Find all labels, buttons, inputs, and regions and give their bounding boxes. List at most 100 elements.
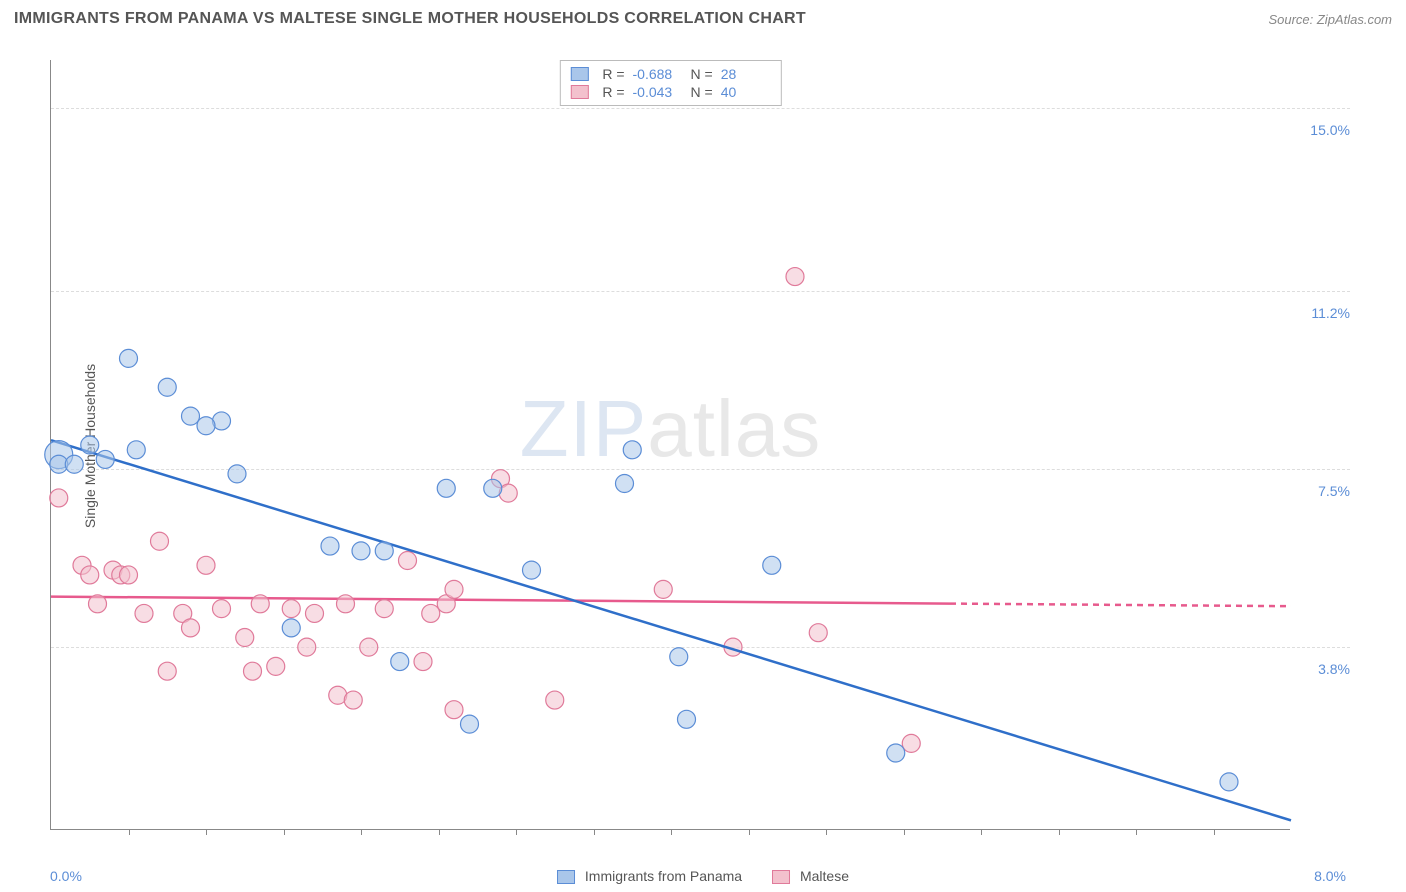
panama-data-point — [1220, 773, 1238, 791]
panama-n-value: 28 — [721, 66, 771, 82]
x-tick — [904, 829, 905, 835]
swatch-panama-icon — [557, 870, 575, 884]
maltese-data-point — [414, 653, 432, 671]
y-tick-label: 3.8% — [1318, 661, 1350, 677]
maltese-r-value: -0.043 — [633, 84, 683, 100]
panama-data-point — [484, 479, 502, 497]
panama-data-point — [158, 378, 176, 396]
source-attribution: Source: ZipAtlas.com — [1268, 12, 1392, 27]
y-tick-label: 15.0% — [1310, 122, 1350, 138]
maltese-data-point — [306, 604, 324, 622]
legend-item-panama: Immigrants from Panama — [557, 868, 742, 884]
x-tick — [1136, 829, 1137, 835]
maltese-data-point — [422, 604, 440, 622]
swatch-panama-icon — [570, 67, 588, 81]
x-tick — [129, 829, 130, 835]
x-tick — [439, 829, 440, 835]
maltese-data-point — [213, 600, 231, 618]
maltese-data-point — [546, 691, 564, 709]
panama-data-point — [321, 537, 339, 555]
x-tick — [1059, 829, 1060, 835]
maltese-data-point — [50, 489, 68, 507]
x-tick — [361, 829, 362, 835]
x-tick — [749, 829, 750, 835]
panama-data-point — [81, 436, 99, 454]
chart-title: IMMIGRANTS FROM PANAMA VS MALTESE SINGLE… — [14, 10, 806, 28]
panama-data-point — [623, 441, 641, 459]
maltese-data-point — [344, 691, 362, 709]
maltese-data-point — [81, 566, 99, 584]
series-legend: Immigrants from Panama Maltese — [557, 868, 849, 884]
maltese-data-point — [445, 580, 463, 598]
x-tick — [826, 829, 827, 835]
x-axis-max-label: 8.0% — [1314, 868, 1346, 884]
panama-data-point — [352, 542, 370, 560]
panama-data-point — [763, 556, 781, 574]
maltese-data-point — [120, 566, 138, 584]
maltese-data-point — [902, 734, 920, 752]
x-tick — [981, 829, 982, 835]
legend-row-maltese: R = -0.043 N = 40 — [570, 83, 770, 101]
panama-data-point — [616, 475, 634, 493]
panama-data-point — [375, 542, 393, 560]
panama-r-value: -0.688 — [633, 66, 683, 82]
panama-data-point — [887, 744, 905, 762]
plot-area: ZIPatlas 3.8%7.5%11.2%15.0% R = -0.688 N… — [50, 60, 1290, 830]
panama-data-point — [678, 710, 696, 728]
n-label: N = — [691, 84, 713, 100]
panama-data-point — [461, 715, 479, 733]
x-tick — [206, 829, 207, 835]
x-tick — [671, 829, 672, 835]
maltese-data-point — [298, 638, 316, 656]
r-label: R = — [602, 84, 624, 100]
x-axis-min-label: 0.0% — [50, 868, 82, 884]
maltese-data-point — [337, 595, 355, 613]
maltese-n-value: 40 — [721, 84, 771, 100]
maltese-data-point — [809, 624, 827, 642]
panama-data-point — [670, 648, 688, 666]
maltese-data-point — [375, 600, 393, 618]
legend-row-panama: R = -0.688 N = 28 — [570, 65, 770, 83]
maltese-data-point — [282, 600, 300, 618]
maltese-data-point — [251, 595, 269, 613]
maltese-regression-line — [51, 597, 950, 604]
panama-data-point — [228, 465, 246, 483]
y-tick-label: 11.2% — [1311, 305, 1350, 321]
swatch-maltese-icon — [570, 85, 588, 99]
maltese-data-point — [89, 595, 107, 613]
maltese-data-point — [786, 268, 804, 286]
maltese-data-point — [399, 552, 417, 570]
panama-series-label: Immigrants from Panama — [585, 868, 742, 884]
maltese-data-point — [360, 638, 378, 656]
x-tick — [516, 829, 517, 835]
x-tick — [1214, 829, 1215, 835]
maltese-data-point — [197, 556, 215, 574]
panama-data-point — [182, 407, 200, 425]
maltese-data-point — [244, 662, 262, 680]
correlation-legend: R = -0.688 N = 28 R = -0.043 N = 40 — [559, 60, 781, 106]
swatch-maltese-icon — [772, 870, 790, 884]
panama-data-point — [437, 479, 455, 497]
maltese-data-point — [151, 532, 169, 550]
y-tick-label: 7.5% — [1318, 483, 1350, 499]
x-tick — [594, 829, 595, 835]
panama-data-point — [391, 653, 409, 671]
n-label: N = — [691, 66, 713, 82]
maltese-data-point — [654, 580, 672, 598]
panama-data-point — [120, 349, 138, 367]
maltese-data-point — [267, 657, 285, 675]
r-label: R = — [602, 66, 624, 82]
maltese-data-point — [182, 619, 200, 637]
maltese-regression-line-dashed — [950, 604, 1291, 607]
panama-data-point — [127, 441, 145, 459]
panama-regression-line — [51, 440, 1291, 820]
panama-data-point — [65, 455, 83, 473]
x-tick — [284, 829, 285, 835]
maltese-data-point — [158, 662, 176, 680]
panama-data-point — [282, 619, 300, 637]
maltese-data-point — [236, 629, 254, 647]
maltese-data-point — [445, 701, 463, 719]
panama-data-point — [197, 417, 215, 435]
maltese-series-label: Maltese — [800, 868, 849, 884]
panama-data-point — [96, 450, 114, 468]
